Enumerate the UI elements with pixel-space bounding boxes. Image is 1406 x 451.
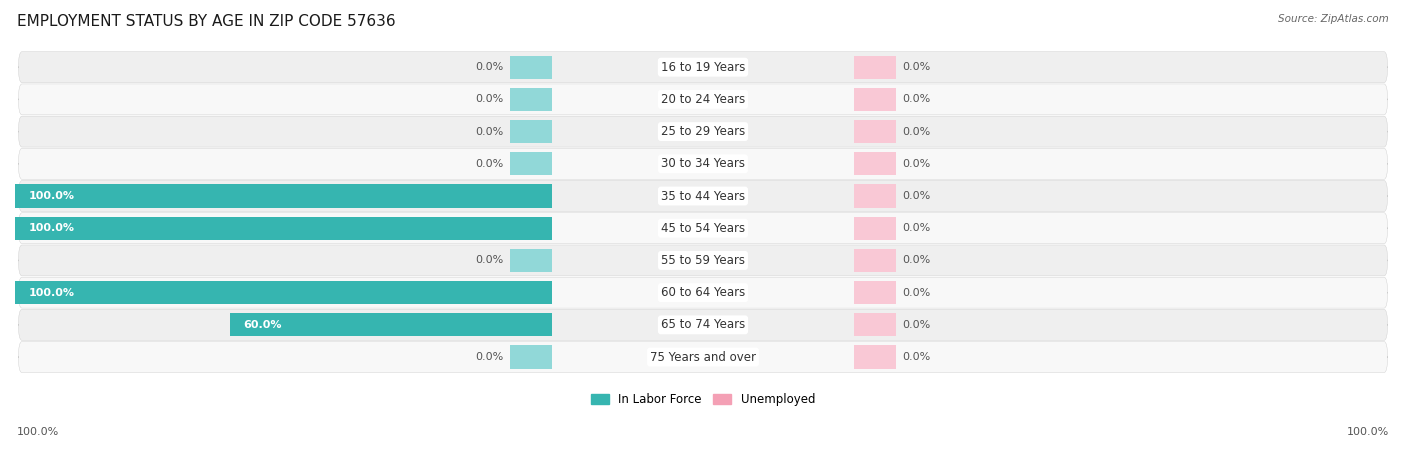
FancyBboxPatch shape: [18, 148, 1388, 179]
Text: EMPLOYMENT STATUS BY AGE IN ZIP CODE 57636: EMPLOYMENT STATUS BY AGE IN ZIP CODE 576…: [17, 14, 395, 28]
Text: 30 to 34 Years: 30 to 34 Years: [661, 157, 745, 170]
Text: 0.0%: 0.0%: [903, 159, 931, 169]
Bar: [855, 88, 896, 111]
Bar: [855, 216, 896, 240]
Bar: [510, 152, 551, 175]
Text: 0.0%: 0.0%: [903, 191, 931, 201]
Bar: [510, 55, 551, 79]
Text: 55 to 59 Years: 55 to 59 Years: [661, 254, 745, 267]
Text: 0.0%: 0.0%: [475, 352, 503, 362]
Text: 0.0%: 0.0%: [903, 223, 931, 233]
Bar: [15, 184, 551, 207]
FancyBboxPatch shape: [18, 52, 1388, 83]
Text: 0.0%: 0.0%: [903, 320, 931, 330]
Bar: [510, 249, 551, 272]
FancyBboxPatch shape: [18, 116, 1388, 147]
FancyBboxPatch shape: [18, 180, 1388, 212]
FancyBboxPatch shape: [18, 341, 1388, 373]
FancyBboxPatch shape: [18, 84, 1388, 115]
Bar: [855, 55, 896, 79]
Text: 60.0%: 60.0%: [243, 320, 283, 330]
Text: 45 to 54 Years: 45 to 54 Years: [661, 222, 745, 235]
Bar: [855, 249, 896, 272]
Bar: [855, 120, 896, 143]
FancyBboxPatch shape: [18, 309, 1388, 341]
Bar: [510, 120, 551, 143]
Text: 0.0%: 0.0%: [475, 62, 503, 72]
Text: 60 to 64 Years: 60 to 64 Years: [661, 286, 745, 299]
Bar: [855, 281, 896, 304]
Bar: [510, 88, 551, 111]
Bar: [855, 345, 896, 368]
Bar: [229, 313, 551, 336]
Text: 0.0%: 0.0%: [475, 94, 503, 104]
Text: 100.0%: 100.0%: [28, 288, 75, 298]
Text: 100.0%: 100.0%: [28, 191, 75, 201]
Text: 0.0%: 0.0%: [903, 352, 931, 362]
Text: Source: ZipAtlas.com: Source: ZipAtlas.com: [1278, 14, 1389, 23]
Text: 16 to 19 Years: 16 to 19 Years: [661, 61, 745, 74]
Bar: [855, 152, 896, 175]
Bar: [15, 281, 551, 304]
FancyBboxPatch shape: [18, 213, 1388, 244]
Text: 0.0%: 0.0%: [903, 288, 931, 298]
Text: 0.0%: 0.0%: [475, 127, 503, 137]
Bar: [855, 313, 896, 336]
Text: 0.0%: 0.0%: [475, 255, 503, 266]
Text: 100.0%: 100.0%: [1347, 428, 1389, 437]
Text: 35 to 44 Years: 35 to 44 Years: [661, 189, 745, 202]
Text: 100.0%: 100.0%: [28, 223, 75, 233]
Text: 0.0%: 0.0%: [903, 255, 931, 266]
Legend: In Labor Force, Unemployed: In Labor Force, Unemployed: [591, 393, 815, 406]
Text: 20 to 24 Years: 20 to 24 Years: [661, 93, 745, 106]
Text: 75 Years and over: 75 Years and over: [650, 350, 756, 364]
Bar: [855, 184, 896, 207]
Text: 25 to 29 Years: 25 to 29 Years: [661, 125, 745, 138]
Text: 0.0%: 0.0%: [903, 62, 931, 72]
Text: 0.0%: 0.0%: [475, 159, 503, 169]
Text: 100.0%: 100.0%: [17, 428, 59, 437]
Bar: [510, 345, 551, 368]
Text: 0.0%: 0.0%: [903, 127, 931, 137]
Text: 0.0%: 0.0%: [903, 94, 931, 104]
Bar: [15, 216, 551, 240]
Text: 65 to 74 Years: 65 to 74 Years: [661, 318, 745, 331]
FancyBboxPatch shape: [18, 245, 1388, 276]
FancyBboxPatch shape: [18, 277, 1388, 308]
